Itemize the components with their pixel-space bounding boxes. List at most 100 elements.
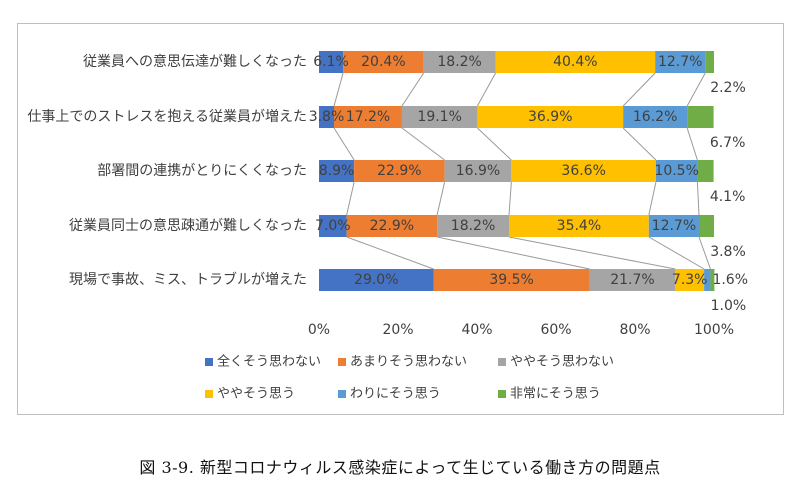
legend-swatch: [338, 358, 346, 366]
bar-segment: [334, 106, 402, 128]
data-label: 6.1%: [313, 54, 349, 70]
data-label: 22.9%: [370, 218, 414, 234]
series-line: [622, 72, 656, 107]
legend-swatch: [205, 358, 213, 366]
bar-segment: [648, 215, 699, 237]
legend-swatch: [338, 390, 346, 398]
data-label: 4.1%: [710, 189, 746, 205]
series-line: [508, 181, 512, 216]
bar-segment: [433, 269, 590, 291]
data-label: 21.7%: [610, 272, 654, 288]
data-label: 16.2%: [633, 109, 677, 125]
bar-segment: [655, 160, 698, 182]
bar-segment: [698, 215, 714, 237]
legend-swatch: [498, 390, 506, 398]
category-label: 従業員への意思伝達が難しくなった: [83, 53, 307, 70]
data-label: 36.6%: [561, 163, 605, 179]
bar-segment: [401, 106, 478, 128]
bar-segment: [704, 269, 711, 291]
data-label: 19.1%: [417, 109, 461, 125]
category-label: 現場で事故、ミス、トラブルが増えた: [69, 271, 307, 288]
legend-label: わりにそう思う: [350, 387, 441, 402]
data-label: 36.9%: [528, 109, 572, 125]
data-label: 35.4%: [557, 218, 601, 234]
bar-segment: [710, 269, 715, 291]
series-line: [648, 181, 657, 216]
series-line: [696, 181, 700, 216]
legend-swatch: [205, 390, 213, 398]
data-label: 18.2%: [451, 218, 495, 234]
category-label: 仕事上でのストレスを抱える従業員が増えた: [27, 109, 307, 125]
series-line: [477, 127, 512, 161]
stacked-bar-chart: 6.1% 20.4% 18.2% 40.4% 12.7%2.2%3.8% 17.2% 19.…: [27, 51, 748, 402]
x-tick-label: 100%: [694, 322, 734, 338]
bar-segment: [319, 160, 355, 182]
legend-label: 全くそう思わない: [217, 354, 321, 370]
legend-swatch: [498, 358, 506, 366]
series-line: [698, 236, 711, 270]
bar-segment: [697, 160, 714, 182]
legend-label: 非常にそう思う: [510, 387, 601, 402]
data-label: 1.0%: [711, 298, 747, 314]
figure-caption: 図 3-9. 新型コロナウィルス感染症によって生じている働き方の問題点: [139, 458, 661, 477]
bar-segment: [477, 106, 624, 128]
bar-segment: [511, 160, 656, 182]
bar-segment: [705, 51, 714, 73]
data-label: 20.4%: [361, 54, 405, 70]
series-line: [346, 236, 434, 270]
bar-segment: [444, 160, 512, 182]
category-label: 部署間の連携がとりにくくなった: [97, 163, 307, 179]
bar-segment: [319, 269, 434, 291]
category-label: 従業員同士の意思疎通が難しくなった: [69, 217, 307, 234]
data-label: 2.2%: [710, 80, 746, 96]
bar-segment: [623, 106, 688, 128]
x-tick-label: 0%: [308, 322, 330, 338]
series-line: [648, 236, 705, 270]
series-line: [333, 72, 344, 107]
series-line: [508, 236, 676, 270]
bar-segment: [319, 106, 335, 128]
data-label: 3.8%: [710, 244, 746, 260]
data-label: 39.5%: [489, 272, 533, 288]
chart-frame: 6.1% 20.4% 18.2% 40.4% 12.7% 2.2% 3.8% 17.2% 19.…: [17, 23, 784, 415]
x-tick-label: 20%: [382, 322, 413, 338]
data-label: 16.9%: [456, 163, 500, 179]
data-label: 40.4%: [553, 54, 597, 70]
series-line: [436, 181, 446, 216]
bar-segment: [343, 51, 424, 73]
bar-segment: [589, 269, 676, 291]
legend-label: ややそう思わない: [510, 355, 614, 370]
bar-segment: [319, 51, 344, 73]
data-label: 8.9%: [319, 163, 355, 179]
bar-segment: [655, 51, 706, 73]
data-label: 3.8%: [309, 109, 345, 125]
bar-segment: [675, 269, 705, 291]
legend-label: ややそう思う: [217, 387, 295, 402]
bar-segment: [346, 215, 438, 237]
data-label: 1.6%: [712, 272, 748, 288]
series-line: [401, 127, 445, 161]
data-label: 29.0%: [354, 272, 398, 288]
bar-segment: [437, 215, 509, 237]
bar-segment: [354, 160, 445, 182]
data-label: 12.7%: [652, 218, 696, 234]
x-tick-label: 80%: [619, 322, 650, 338]
data-label: 7.0%: [315, 218, 351, 234]
data-label: 10.5%: [654, 163, 698, 179]
x-tick-label: 60%: [540, 322, 571, 338]
bar-segment: [319, 215, 347, 237]
series-line: [437, 236, 590, 270]
series-line: [476, 72, 497, 107]
series-line: [686, 127, 698, 161]
series-line: [622, 127, 657, 161]
data-label: 12.7%: [658, 54, 702, 70]
series-line: [686, 72, 706, 107]
bar-segment: [508, 215, 649, 237]
data-label: 22.9%: [377, 163, 421, 179]
data-label: 7.3%: [672, 272, 708, 288]
bar-segment: [687, 106, 714, 128]
bar-segment: [495, 51, 656, 73]
data-label: 18.2%: [437, 54, 481, 70]
bar-segment: [423, 51, 496, 73]
data-label: 17.2%: [346, 109, 390, 125]
